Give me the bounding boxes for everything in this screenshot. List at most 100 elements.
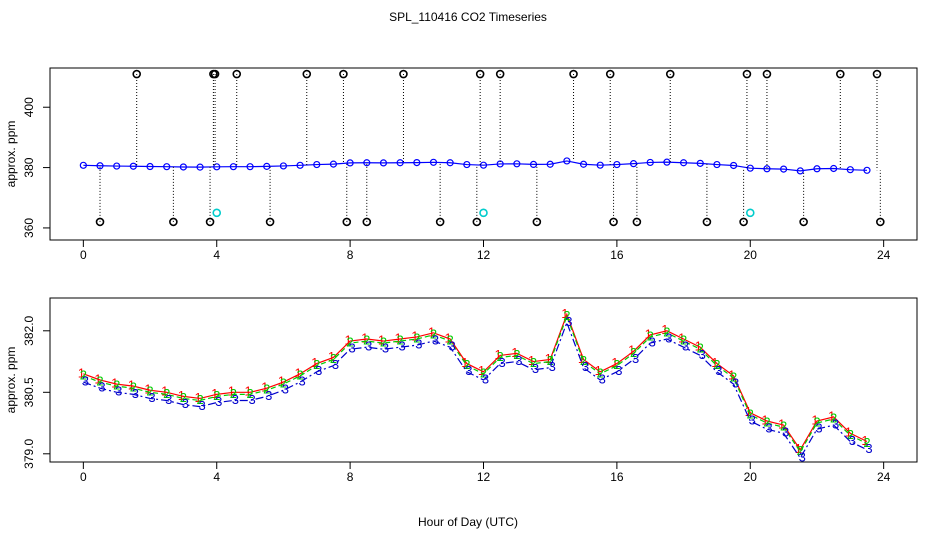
point: [763, 165, 771, 173]
outlier-point: [362, 217, 372, 227]
point-symbol: 2: [597, 365, 604, 380]
point-symbol: 2: [863, 435, 870, 450]
outlier-point: [342, 217, 352, 227]
point: [113, 162, 121, 170]
y-tick-label: 380: [22, 157, 36, 177]
x-tick-label: 20: [744, 248, 758, 262]
point-symbol: 1: [661, 322, 668, 337]
point-symbol: 2: [463, 357, 470, 372]
point-symbol: 2: [246, 386, 253, 401]
x-tick-label: 12: [477, 248, 491, 262]
point-symbol: 2: [397, 332, 404, 347]
outlier-point: [702, 217, 712, 227]
series-line: [83, 320, 868, 460]
point-symbol: 2: [180, 390, 187, 405]
point: [496, 160, 504, 168]
point-symbol: 3: [482, 371, 489, 386]
y-tick-label: 379.0: [22, 438, 36, 468]
point-symbol: 2: [96, 373, 103, 388]
outlier-point: [799, 217, 808, 227]
point-symbol: 3: [632, 351, 639, 366]
outlier-point: [665, 69, 675, 79]
point-symbol: 3: [815, 421, 822, 436]
outlier-point: [475, 69, 485, 79]
outlier-point: [532, 217, 542, 227]
outlier-point: [302, 69, 312, 79]
x-tick-label: 20: [744, 470, 758, 484]
point-symbol: 3: [532, 361, 539, 376]
point-symbol: 1: [194, 390, 201, 405]
point-symbol: 3: [332, 357, 339, 372]
point-symbol: 1: [361, 330, 368, 345]
point-symbol: 2: [697, 341, 704, 356]
point-symbol: 1: [211, 386, 218, 401]
point-symbol: 3: [265, 388, 272, 403]
point-symbol: 2: [330, 351, 337, 366]
point-symbol: 2: [413, 330, 420, 345]
point-symbol: 1: [761, 412, 768, 427]
point-symbol: 1: [595, 363, 602, 378]
point: [780, 165, 788, 173]
point: [296, 161, 304, 169]
x-tick-label: 8: [347, 470, 354, 484]
point-symbol: 3: [148, 390, 155, 405]
point-symbol: 1: [378, 332, 385, 347]
point-symbol: 3: [849, 433, 856, 448]
point: [279, 162, 288, 170]
point-symbol: 2: [280, 376, 287, 391]
point: [146, 162, 154, 171]
point-symbol: 1: [611, 355, 618, 370]
point-symbol: 3: [682, 339, 689, 354]
point-symbol: 3: [382, 341, 389, 356]
point-symbol: 3: [499, 355, 506, 370]
series-line: [83, 314, 868, 453]
point: [79, 161, 87, 169]
outlier-point: [569, 69, 578, 79]
point-symbol: 3: [98, 380, 105, 395]
y-axis-label: approx. ppm: [4, 347, 18, 414]
point-symbol: 2: [747, 406, 754, 421]
point: [246, 163, 254, 171]
point: [629, 160, 638, 168]
point-symbol: 1: [478, 363, 485, 378]
point-symbol: 2: [213, 388, 220, 403]
point-symbol: 1: [645, 326, 652, 341]
point-symbol: 1: [511, 345, 518, 360]
point: [446, 159, 454, 167]
point-symbol: 2: [547, 353, 554, 368]
point-symbol: 1: [811, 412, 818, 427]
point-symbol: 2: [130, 380, 137, 395]
point: [313, 160, 321, 169]
point-symbol: 3: [282, 382, 289, 397]
point-symbol: 1: [344, 332, 351, 347]
y-axis-label: approx. ppm: [4, 121, 18, 188]
point: [579, 160, 588, 168]
point-symbol: 2: [230, 386, 237, 401]
point-symbol: 2: [296, 367, 303, 382]
outlier-point: [762, 69, 772, 79]
point: [830, 164, 838, 173]
point-symbol: 3: [649, 335, 656, 350]
point-symbol: 3: [465, 363, 472, 378]
point-symbol: 3: [415, 337, 422, 352]
point-symbol: 3: [765, 421, 772, 436]
point-symbol: 2: [497, 349, 504, 364]
point-symbol: 1: [578, 351, 585, 366]
point: [179, 163, 187, 171]
y-tick-label: 382.0: [22, 315, 36, 345]
point-symbol: 3: [115, 384, 122, 399]
x-tick-label: 24: [877, 470, 891, 484]
point-symbol: 1: [311, 355, 318, 370]
point-symbol: 3: [449, 339, 456, 354]
point-symbol: 3: [699, 347, 706, 362]
point-symbol: 1: [561, 306, 568, 321]
point: [96, 162, 104, 170]
x-tick-label: 12: [477, 470, 491, 484]
y-tick-label: 360: [22, 218, 36, 238]
point-symbol: 2: [713, 357, 720, 372]
point-symbol: 1: [161, 384, 168, 399]
point-symbol: 2: [730, 369, 737, 384]
point: [679, 159, 688, 167]
point-symbol: 3: [599, 371, 606, 386]
point-symbol: 1: [128, 378, 135, 393]
